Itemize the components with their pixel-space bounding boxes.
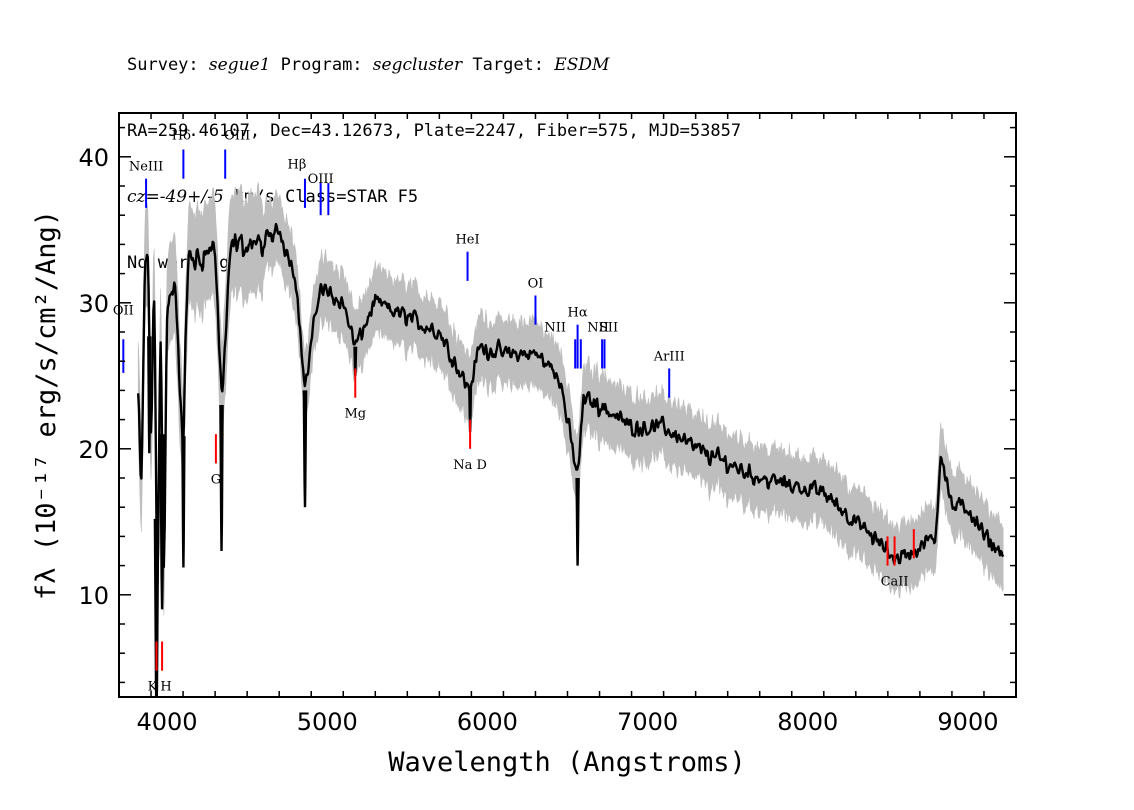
absorption-line-label-1: H xyxy=(160,680,171,695)
emission-line-label-2: Hδ xyxy=(172,129,191,144)
target-value: ESDM xyxy=(554,55,610,75)
emission-line-label-13: SII xyxy=(599,320,618,335)
y-tick-label: 40 xyxy=(78,144,109,172)
x-tick-label: 8000 xyxy=(777,708,838,736)
x-tick-label: 9000 xyxy=(937,708,998,736)
class-text: Class=STAR F5 xyxy=(274,187,419,207)
survey-value: segue1 xyxy=(208,55,271,75)
error-band xyxy=(137,182,1004,636)
program-label: Program: xyxy=(280,55,363,75)
absorption-dip-0 xyxy=(153,518,160,697)
absorption-line-label-3: Mg xyxy=(344,407,366,422)
cz-label: cz= xyxy=(127,187,160,207)
x-axis-title: Wavelength (Angstroms) xyxy=(388,747,746,778)
absorption-dip-2 xyxy=(147,336,152,454)
x-tick-label: 7000 xyxy=(617,708,678,736)
absorption-line-label-6: CaII xyxy=(881,575,909,590)
y-tick-label: 20 xyxy=(78,436,109,464)
axis-ticks-layer: 4000 5000 6000 7000 8000 9000 10 20 30 40 xyxy=(78,113,1017,736)
emission-line-label-3: OIII xyxy=(224,129,250,144)
absorption-line-label-4: Na D xyxy=(453,458,487,473)
y-tick-label: 30 xyxy=(78,290,109,318)
survey-label: Survey: xyxy=(127,55,199,75)
y-axis-title: fλ (10⁻¹⁷ erg/s/cm²/Ang) xyxy=(31,210,62,600)
emission-line-label-14: ArIII xyxy=(653,350,685,365)
cz-value: -49+/-5 xyxy=(159,187,224,207)
y-tick-label: 10 xyxy=(78,582,109,610)
x-tick-label: 4000 xyxy=(137,708,198,736)
emission-line-label-9: NII xyxy=(544,320,566,335)
x-tick-label: 6000 xyxy=(457,708,518,736)
absorption-line-label-0: K xyxy=(148,680,158,695)
header-line-survey: Survey: segue1 Program: segcluster Targe… xyxy=(127,54,741,76)
emission-line-label-10: Hα xyxy=(568,306,588,321)
absorption-dip-8 xyxy=(575,477,580,566)
emission-line-label-12: NII xyxy=(587,320,609,335)
emission-line-label-7: HeI xyxy=(455,233,479,248)
absorption-line-label-2: G xyxy=(211,472,221,487)
absorption-dip-4 xyxy=(219,404,224,552)
flux-layer xyxy=(137,222,1005,697)
target-label: Target: xyxy=(472,55,545,75)
emission-line-label-5: OIII xyxy=(308,172,334,187)
absorption-dip-1 xyxy=(159,434,165,610)
emission-line-label-4: Hβ xyxy=(288,158,307,173)
header-line-coords: RA=259.46107, Dec=43.12673, Plate=2247, … xyxy=(127,121,742,141)
emission-line-label-8: OI xyxy=(528,277,544,292)
emission-line-label-1: NeIII xyxy=(129,160,163,175)
flux-line xyxy=(137,222,1005,585)
spectrum-header: Survey: segue1 Program: segcluster Targe… xyxy=(127,10,741,296)
error-band-layer xyxy=(137,182,1004,636)
x-tick-label: 5000 xyxy=(297,708,358,736)
emission-line-label-0: OII xyxy=(113,303,134,318)
absorption-dip-5 xyxy=(302,390,308,508)
program-value: segcluster xyxy=(372,55,463,75)
absorption-dip-3 xyxy=(181,436,186,568)
